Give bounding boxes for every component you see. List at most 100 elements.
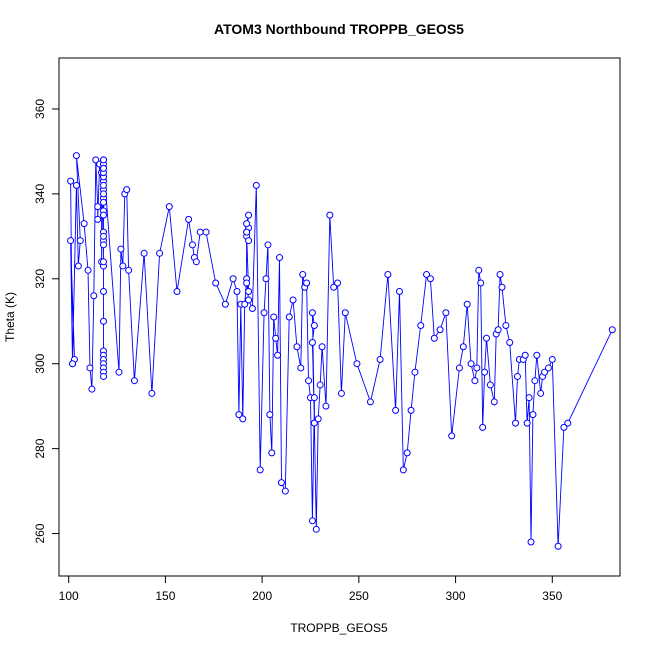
data-point: [541, 368, 549, 376]
data-point: [285, 313, 293, 321]
data-point: [525, 394, 533, 402]
data-point: [312, 525, 320, 533]
data-point: [512, 419, 520, 427]
data-point: [548, 355, 556, 363]
y-tick-label: 280: [33, 438, 47, 458]
data-point: [202, 228, 210, 236]
data-point: [477, 279, 485, 287]
data-point: [243, 279, 251, 287]
data-point: [270, 313, 278, 321]
data-point: [496, 271, 504, 279]
data-point: [67, 177, 75, 185]
data-point: [334, 279, 342, 287]
data-point: [442, 309, 450, 317]
data-point: [264, 241, 272, 249]
data-point: [430, 334, 438, 342]
data-point: [185, 215, 193, 223]
data-point: [76, 237, 84, 245]
data-point: [245, 288, 253, 296]
data-point: [529, 411, 537, 419]
data-point: [479, 423, 487, 431]
data-point: [473, 364, 481, 372]
data-point: [233, 288, 241, 296]
data-point: [308, 309, 316, 317]
data-point: [88, 385, 96, 393]
data-point: [337, 389, 345, 397]
data-point: [527, 538, 535, 546]
data-point: [99, 258, 107, 266]
data-point: [90, 292, 98, 300]
data-point: [156, 249, 164, 257]
data-point: [117, 245, 125, 253]
y-tick-label: 360: [33, 99, 47, 119]
data-point: [72, 181, 80, 189]
data-point: [125, 266, 133, 274]
data-point: [316, 381, 324, 389]
data-point: [235, 411, 243, 419]
data-point: [80, 220, 88, 228]
data-point: [448, 432, 456, 440]
data-point: [67, 237, 75, 245]
data-point: [123, 186, 131, 194]
data-point: [521, 351, 529, 359]
data-point: [310, 321, 318, 329]
data-point: [384, 271, 392, 279]
data-point: [326, 211, 334, 219]
data-point: [245, 237, 253, 245]
data-point: [494, 326, 502, 334]
y-axis: 260 280 300 320 340 360: [33, 99, 60, 544]
data-point: [86, 364, 94, 372]
data-point: [407, 406, 415, 414]
data-point: [392, 406, 400, 414]
data-point: [94, 215, 102, 223]
y-tick-label: 340: [33, 184, 47, 204]
data-point: [564, 419, 572, 427]
data-point: [554, 542, 562, 550]
data-point: [467, 360, 475, 368]
y-tick-label: 320: [33, 268, 47, 288]
data-point: [366, 398, 374, 406]
data-point: [281, 487, 289, 495]
data-point: [229, 275, 237, 283]
x-tick-label: 100: [59, 589, 79, 603]
data-point: [502, 321, 510, 329]
data-point: [94, 203, 102, 211]
data-point: [341, 309, 349, 317]
data-point: [314, 415, 322, 423]
data-point: [212, 279, 220, 287]
data-point: [99, 198, 107, 206]
data-point: [239, 415, 247, 423]
y-axis-label: Theta (K): [3, 292, 17, 342]
data-point: [260, 309, 268, 317]
data-point: [99, 211, 107, 219]
data-point: [148, 389, 156, 397]
data-point: [243, 220, 251, 228]
data-point: [330, 283, 338, 291]
data-point: [537, 389, 545, 397]
data-point: [308, 517, 316, 525]
data-point: [399, 466, 407, 474]
x-axis: 100 150 200 250 300 350: [59, 575, 563, 603]
series-layer: [67, 152, 616, 550]
y-tick-label: 300: [33, 353, 47, 373]
data-point: [303, 279, 311, 287]
data-point: [84, 266, 92, 274]
data-point: [272, 334, 280, 342]
data-point: [115, 368, 123, 376]
data-point: [119, 262, 127, 270]
data-point: [463, 300, 471, 308]
data-point: [256, 466, 264, 474]
x-tick-label: 150: [155, 589, 175, 603]
x-tick-label: 350: [542, 589, 562, 603]
data-point: [297, 364, 305, 372]
data-point: [299, 271, 307, 279]
x-tick-label: 200: [252, 589, 272, 603]
data-point: [92, 156, 100, 164]
x-axis-label: TROPPB_GEOS5: [290, 621, 388, 635]
data-point: [395, 288, 403, 296]
data-point: [245, 211, 253, 219]
data-point: [523, 419, 531, 427]
data-point: [99, 156, 107, 164]
data-point: [277, 479, 285, 487]
data-point: [274, 351, 282, 359]
